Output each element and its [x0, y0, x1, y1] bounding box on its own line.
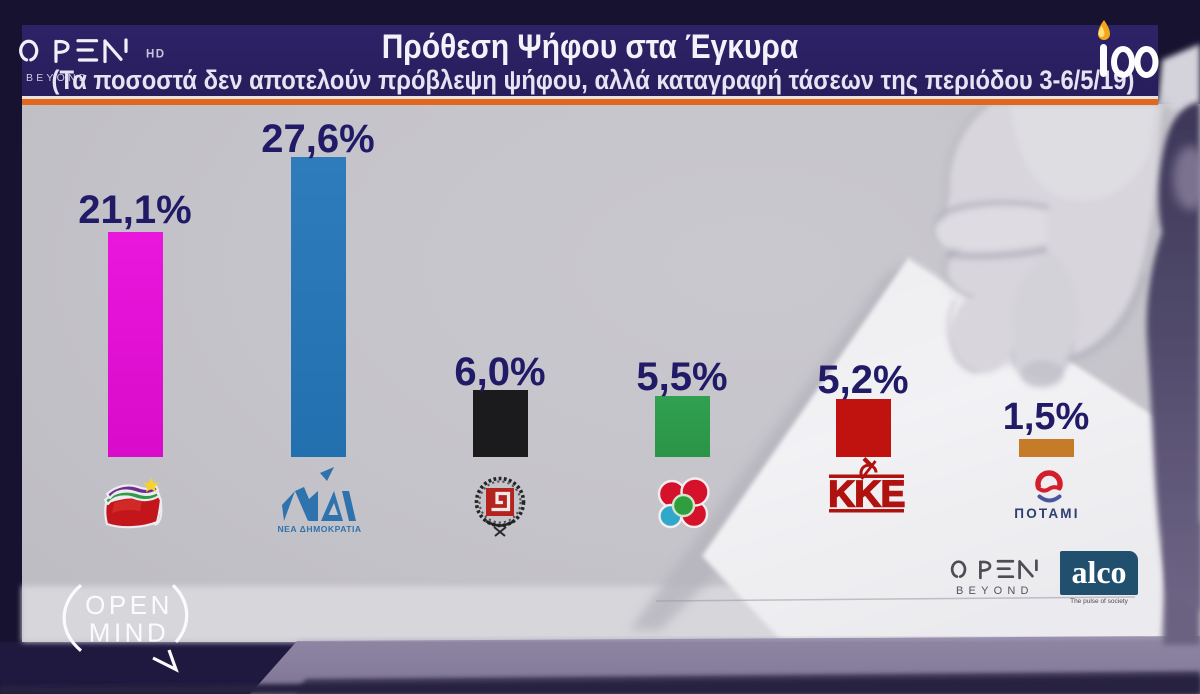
svg-text:OPEN: OPEN: [85, 590, 173, 620]
svg-text:HD: HD: [146, 49, 166, 61]
svg-text:ΝΕΑ ΔΗΜΟΚΡΑΤΙΑ: ΝΕΑ ΔΗΜΟΚΡΑΤΙΑ: [278, 524, 362, 534]
svg-text:BEYOND: BEYOND: [956, 585, 1034, 597]
svg-text:ΠΟΤΑΜΙ: ΠΟΤΑΜΙ: [1014, 506, 1079, 521]
svg-text:KKE: KKE: [828, 474, 905, 515]
svg-text:MIND: MIND: [89, 618, 169, 648]
